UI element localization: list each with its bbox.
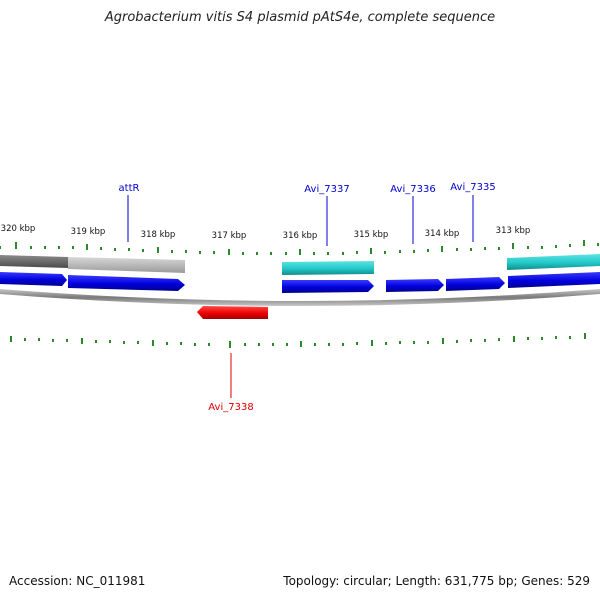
scale-label: 317 kbp: [212, 231, 247, 241]
forward-gene-track: [0, 272, 600, 293]
label-leaders: [127, 195, 474, 398]
scale-label: 313 kbp: [496, 226, 531, 236]
scale-label: 318 kbp: [141, 230, 176, 240]
feature-segment-cyan: [507, 254, 600, 270]
gene-label-attr: attR: [119, 183, 140, 194]
scale-label: 315 kbp: [354, 230, 389, 240]
forward-gene-arrow: [68, 275, 185, 291]
feature-track: [0, 254, 600, 275]
inner-scale-ticks: [10, 333, 586, 348]
gene-label-avi-7336: Avi_7336: [390, 184, 435, 195]
gene-labels: attR Avi_7337 Avi_7336 Avi_7335 Avi_7338: [119, 182, 496, 413]
feature-segment-cyan: [282, 261, 374, 275]
gene-label-avi-7335: Avi_7335: [450, 182, 495, 193]
accession-text: Accession: NC_011981: [9, 574, 146, 588]
scale-label: 314 kbp: [425, 229, 460, 239]
forward-gene-arrow: [282, 280, 374, 293]
scale-labels: 320 kbp 319 kbp 318 kbp 317 kbp 316 kbp …: [1, 224, 531, 241]
forward-gene-arrow: [386, 279, 444, 292]
map-title: Agrobacterium vitis S4 plasmid pAtS4e, c…: [104, 10, 496, 25]
reverse-gene-arrow: [197, 306, 268, 319]
scale-label: 320 kbp: [1, 224, 36, 234]
outer-scale-ticks: [0, 240, 599, 255]
feature-segment-dark-grey: [0, 255, 68, 268]
forward-gene-arrow: [0, 272, 67, 286]
feature-segment-light-grey: [68, 257, 185, 273]
forward-gene-arrow: [508, 272, 600, 288]
scale-label: 316 kbp: [283, 231, 318, 241]
gene-label-avi-7338: Avi_7338: [208, 402, 253, 413]
sequence-summary: Topology: circular; Length: 631,775 bp; …: [283, 574, 590, 588]
forward-gene-arrow: [446, 277, 505, 291]
gene-label-avi-7337: Avi_7337: [304, 184, 349, 195]
plasmid-backbone: [0, 289, 600, 306]
scale-label: 319 kbp: [71, 227, 106, 237]
